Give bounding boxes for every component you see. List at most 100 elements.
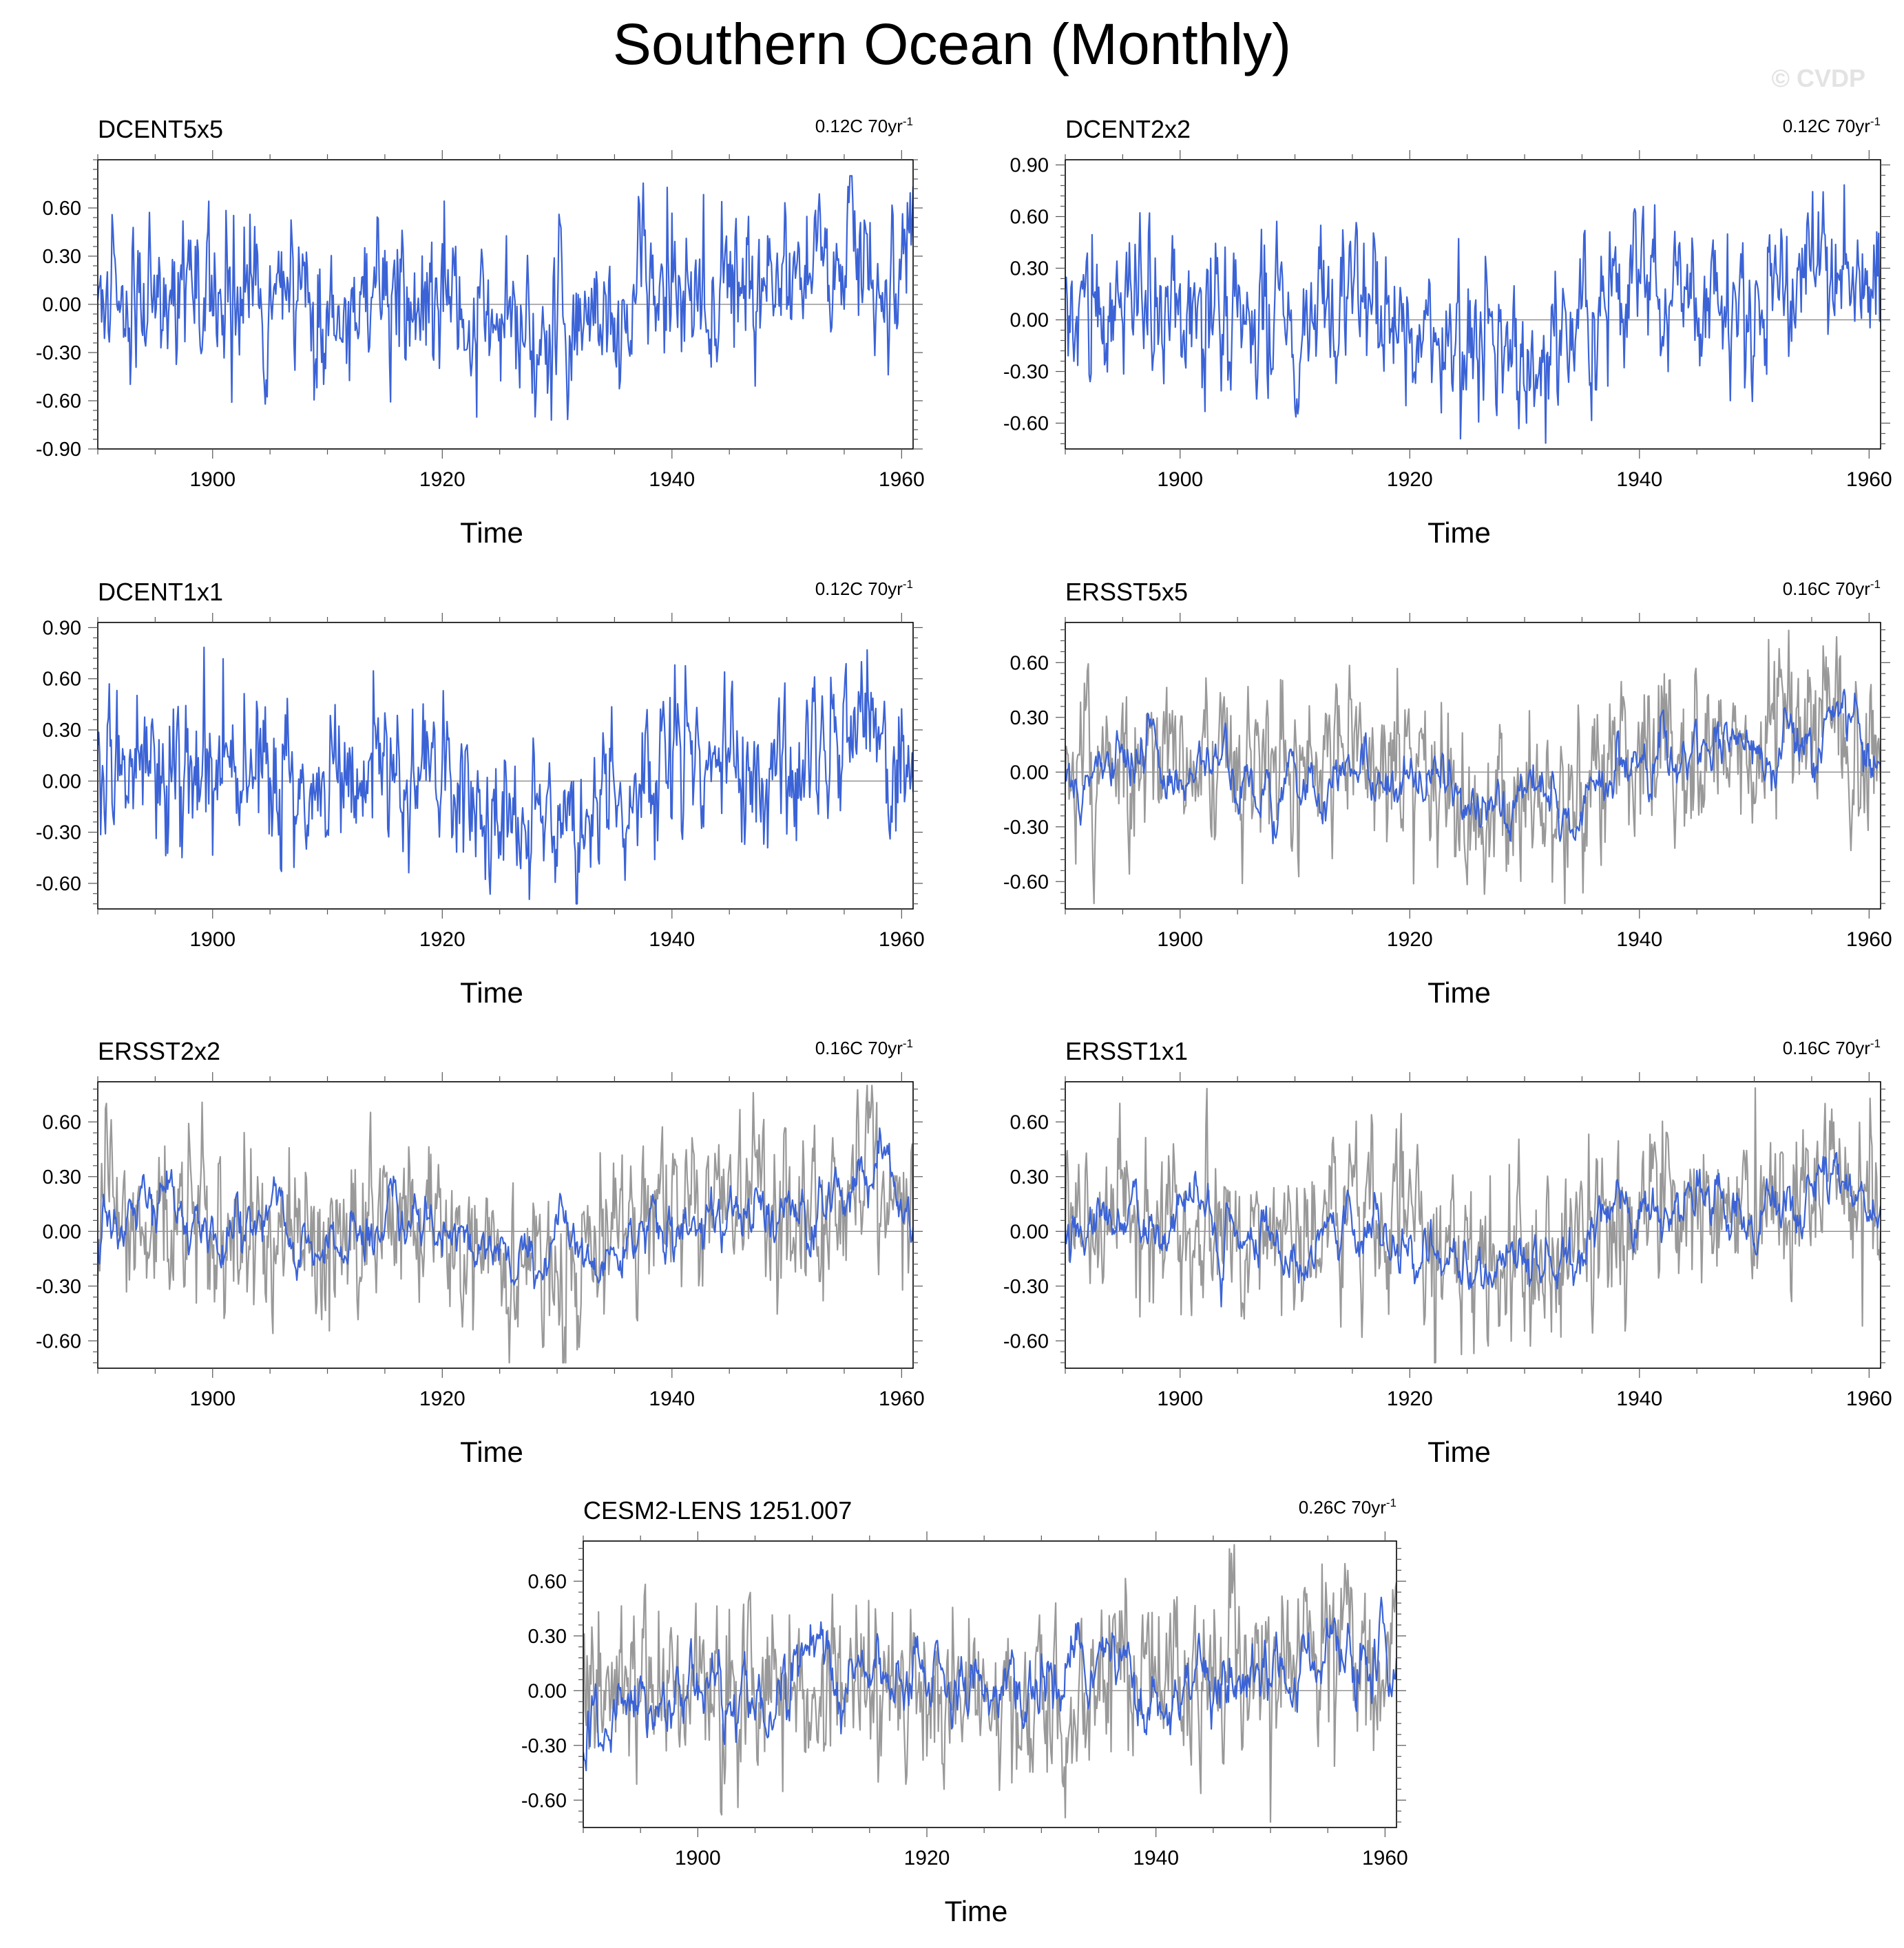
y-tick-label: -0.60 <box>36 390 81 412</box>
y-tick-label: 0.60 <box>1010 1111 1049 1133</box>
x-tick-label: 1940 <box>649 468 695 491</box>
page-title: Southern Ocean (Monthly) <box>612 12 1292 76</box>
trend-label: 0.16C 70yr-1 <box>815 1037 913 1058</box>
x-tick-label: 1960 <box>1846 928 1892 951</box>
x-tick-label: 1900 <box>1157 1387 1203 1410</box>
y-tick-label: 0.30 <box>43 246 81 268</box>
y-tick-label: 0.60 <box>528 1571 567 1593</box>
x-tick-label: 1920 <box>419 468 465 491</box>
y-tick-label: 0.00 <box>43 294 81 316</box>
plot-frame <box>1065 159 1881 450</box>
y-tick-label: -0.60 <box>1003 871 1049 893</box>
y-tick-label: -0.60 <box>36 1330 81 1352</box>
y-tick-label: -0.60 <box>521 1790 567 1812</box>
chart-panel-3: DCENT1x1 0.12C 70yr-1 0.90 0.60 0.30 0.00 -0.3… <box>36 578 925 1009</box>
panel-title: CESM2-LENS 1251.007 <box>583 1496 852 1525</box>
chart-panel-6: ERSST1x1 0.16C 70yr-1 0.60 0.30 0.00 -0.30 -0.… <box>1003 1037 1892 1468</box>
y-tick-label: 0.00 <box>43 1221 81 1243</box>
y-tick-label: 0.00 <box>528 1680 567 1702</box>
reference-line-dcent-reference <box>1065 629 1881 905</box>
x-axis-label: Time <box>460 516 523 549</box>
x-axis-label: Time <box>1427 976 1491 1009</box>
chart-panel-4: ERSST5x5 0.16C 70yr-1 0.60 0.30 0.00 -0.30 -0.… <box>1003 578 1892 1009</box>
x-axis-label: Time <box>460 1436 523 1468</box>
panel-title: DCENT2x2 <box>1065 115 1191 143</box>
y-tick-label: 0.90 <box>1010 155 1049 177</box>
y-tick-label: -0.30 <box>36 1276 81 1298</box>
series-line-ersst2x2 <box>98 1127 913 1290</box>
y-tick-label: -0.60 <box>1003 413 1049 435</box>
trend-label: 0.12C 70yr-1 <box>815 578 913 599</box>
trend-label: 0.12C 70yr-1 <box>815 115 913 136</box>
y-tick-label: 0.60 <box>43 669 81 691</box>
x-tick-label: 1920 <box>1387 468 1433 491</box>
chart-panel-1: DCENT5x5 0.12C 70yr-1 0.60 0.30 0.00 -0.30 -0.… <box>36 115 925 549</box>
y-tick-label: 0.30 <box>1010 707 1049 729</box>
y-tick-label: -0.90 <box>36 439 81 461</box>
x-tick-label: 1960 <box>1846 468 1892 491</box>
x-tick-label: 1960 <box>879 468 925 491</box>
x-tick-label: 1900 <box>189 1387 236 1410</box>
plot-frame <box>1065 1081 1881 1369</box>
y-tick-label: -0.30 <box>36 342 81 364</box>
y-tick-label: -0.30 <box>521 1735 567 1757</box>
panel-title: DCENT5x5 <box>98 115 223 143</box>
y-tick-label: 0.30 <box>1010 1166 1049 1188</box>
series-line-dcent2x2 <box>1065 184 1881 444</box>
series-line-dcent5x5 <box>98 175 913 421</box>
y-tick-label: 0.60 <box>1010 207 1049 229</box>
y-tick-label: 0.00 <box>1010 310 1049 332</box>
y-tick-label: 0.00 <box>1010 762 1049 784</box>
trend-label: 0.12C 70yr-1 <box>1783 115 1881 136</box>
y-tick-label: -0.60 <box>1003 1330 1049 1352</box>
y-tick-label: 0.30 <box>528 1626 567 1648</box>
plot-frame <box>97 1081 914 1369</box>
y-tick-label: -0.30 <box>1003 362 1049 384</box>
watermark: © CVDP <box>1771 64 1865 92</box>
x-axis-label: Time <box>1427 1436 1491 1468</box>
y-tick-label: -0.30 <box>1003 817 1049 839</box>
x-tick-label: 1940 <box>1616 928 1662 951</box>
trend-label: 0.16C 70yr-1 <box>1783 578 1881 599</box>
chart-panel-7: CESM2-LENS 1251.007 0.26C 70yr-1 0.60 0.30 0… <box>521 1496 1408 1927</box>
panel-title: ERSST1x1 <box>1065 1037 1188 1065</box>
x-tick-label: 1940 <box>649 928 695 951</box>
x-tick-label: 1960 <box>879 1387 925 1410</box>
x-tick-label: 1940 <box>1616 468 1662 491</box>
y-tick-label: 0.60 <box>43 198 81 220</box>
y-tick-label: 0.00 <box>1010 1221 1049 1243</box>
x-tick-label: 1940 <box>1616 1387 1662 1410</box>
y-tick-label: 0.90 <box>43 617 81 639</box>
reference-line-dcent-reference <box>583 1544 1396 1823</box>
x-tick-label: 1900 <box>1157 928 1203 951</box>
reference-line-dcent-reference <box>1065 1087 1881 1364</box>
trend-label: 0.26C 70yr-1 <box>1299 1496 1396 1518</box>
series-line-dcent1x1 <box>98 647 913 905</box>
series-line-cesm2-lens-1251-007 <box>583 1596 1396 1772</box>
plot-frame <box>1065 622 1881 910</box>
y-tick-label: 0.00 <box>43 771 81 793</box>
x-tick-label: 1920 <box>904 1847 950 1870</box>
y-tick-label: -0.30 <box>36 822 81 844</box>
chart-panel-5: ERSST2x2 0.16C 70yr-1 0.60 0.30 0.00 -0.30 -0.… <box>36 1037 925 1468</box>
x-tick-label: 1920 <box>1387 928 1433 951</box>
x-tick-label: 1900 <box>1157 468 1203 491</box>
panel-title: ERSST2x2 <box>98 1037 220 1065</box>
x-tick-label: 1920 <box>419 928 465 951</box>
reference-line-dcent-reference <box>98 1085 913 1364</box>
x-axis-label: Time <box>460 976 523 1009</box>
trend-label: 0.16C 70yr-1 <box>1783 1037 1881 1058</box>
y-tick-label: 0.30 <box>1010 258 1049 280</box>
panel-title: DCENT1x1 <box>98 578 223 606</box>
y-tick-label: 0.60 <box>1010 652 1049 674</box>
x-tick-label: 1900 <box>189 928 236 951</box>
x-tick-label: 1920 <box>419 1387 465 1410</box>
panel-title: ERSST5x5 <box>1065 578 1188 606</box>
y-tick-label: 0.30 <box>43 1166 81 1188</box>
x-axis-label: Time <box>1427 516 1491 549</box>
series-line-ersst1x1 <box>1065 1151 1881 1308</box>
y-tick-label: -0.30 <box>1003 1276 1049 1298</box>
x-tick-label: 1900 <box>189 468 236 491</box>
x-tick-label: 1960 <box>1846 1387 1892 1410</box>
series-line-ersst5x5 <box>1065 689 1881 845</box>
